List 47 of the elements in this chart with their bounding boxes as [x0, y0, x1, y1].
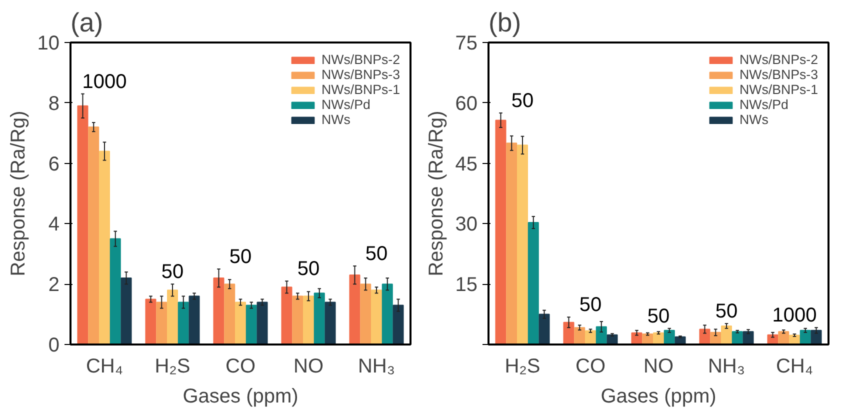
x-axis-title: Gases (ppm) — [600, 386, 716, 408]
y-tick-label: 4 — [48, 214, 60, 236]
x-tick-label: CH₄ — [776, 356, 814, 378]
annotation: 1000 — [772, 304, 817, 327]
annotation: 50 — [365, 242, 388, 265]
annotation: 50 — [161, 261, 184, 284]
x-tick-label: NO — [294, 356, 324, 378]
legend-label: NWs/Pd — [322, 97, 370, 112]
annotation: 50 — [229, 246, 252, 268]
x-tick-label: NH₃ — [708, 356, 746, 378]
x-tick-label: H₂S — [504, 356, 540, 378]
x-tick-label: NO — [644, 356, 674, 378]
y-tick-label: 10 — [37, 32, 60, 54]
y-tick-label: 30 — [455, 214, 478, 236]
x-tick-label: NH₃ — [358, 356, 396, 378]
legend-label: NWs/BNPs-2 — [740, 52, 818, 67]
legend-label: NWs/BNPs-3 — [322, 67, 400, 82]
y-tick-label: 45 — [455, 153, 478, 176]
legend-label: NWs/Pd — [740, 97, 788, 112]
y-tick-label: 8 — [48, 92, 60, 115]
x-tick-label: CH₄ — [86, 356, 124, 378]
annotation: 50 — [579, 294, 602, 316]
legend-label: NWs — [740, 112, 768, 127]
x-tick-label: CO — [576, 356, 606, 378]
x-tick-label: H₂S — [154, 356, 190, 378]
y-axis-title: Response (Ra/Rg) — [425, 110, 448, 276]
legend-label: NWs/BNPs-2 — [322, 52, 400, 67]
x-axis-title: Gases (ppm) — [182, 386, 298, 408]
annotation: 50 — [715, 300, 738, 323]
chart-title: (b) — [488, 8, 522, 38]
legend-label: NWs/BNPs-1 — [322, 82, 400, 97]
y-tick-label: 75 — [455, 32, 478, 54]
y-tick-label: 2 — [48, 274, 60, 296]
chart-title: (a) — [70, 8, 104, 38]
annotation: 1000 — [82, 70, 127, 93]
y-tick-label: 0 — [48, 334, 60, 356]
y-tick-label: 60 — [455, 92, 478, 115]
annotation: 50 — [297, 258, 320, 280]
y-tick-label: 6 — [48, 153, 60, 176]
annotation: 50 — [647, 305, 670, 328]
y-tick-label: 15 — [455, 274, 478, 296]
legend-label: NWs/BNPs-1 — [740, 82, 818, 97]
x-tick-label: CO — [226, 356, 256, 378]
annotation: 50 — [511, 90, 534, 112]
legend-label: NWs — [322, 112, 350, 127]
legend-label: NWs/BNPs-3 — [740, 67, 818, 82]
y-axis-title: Response (Ra/Rg) — [7, 110, 30, 276]
